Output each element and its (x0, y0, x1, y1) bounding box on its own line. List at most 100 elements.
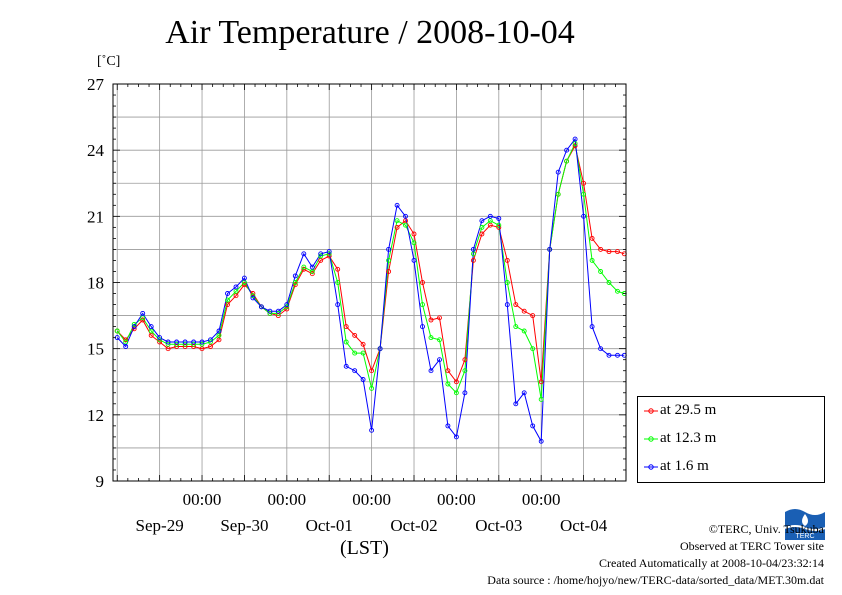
data-point-0 (182, 344, 188, 349)
data-point-0 (191, 344, 197, 349)
y-tick-label: 9 (96, 472, 105, 491)
x-tick-date-label: Sep-29 (136, 516, 184, 535)
data-point-0 (394, 224, 400, 230)
data-point-2 (479, 218, 485, 224)
x-axis-unit: (LST) (340, 537, 389, 559)
data-point-0 (208, 344, 213, 349)
data-point-2 (513, 401, 519, 407)
data-point-1 (589, 257, 595, 263)
data-point-2 (572, 136, 578, 142)
data-point-2 (157, 335, 163, 341)
data-point-1 (174, 341, 180, 347)
credit-created: Created Automatically at 2008-10-04/23:3… (599, 556, 824, 570)
data-point-2 (403, 213, 408, 219)
legend-label: at 1.6 m (660, 458, 709, 474)
tick-labels: 9 12 15 18 21 24 27 00:00 00:00 00:00 00:00 00:00 Se… (87, 75, 608, 535)
x-tick-time-label: 00:00 (522, 490, 561, 509)
y-tick-label: 18 (87, 274, 104, 293)
data-point-1 (131, 321, 137, 327)
data-point-1 (301, 264, 307, 270)
data-point-2 (199, 339, 205, 345)
data-point-0 (615, 249, 620, 255)
y-tick-label: 12 (87, 406, 104, 425)
data-point-0 (445, 368, 451, 374)
data-point-1 (199, 341, 205, 347)
data-point-0 (572, 143, 578, 149)
series-line-2 (116, 137, 625, 444)
data-point-0 (411, 231, 417, 237)
data-point-2 (386, 246, 392, 252)
data-point-0 (487, 222, 493, 228)
terc-logo: TERC (784, 504, 826, 540)
data-point-2 (258, 304, 264, 310)
data-point-0 (386, 269, 392, 274)
data-point-1 (513, 324, 519, 330)
credit-site: Observed at TERC Tower site (679, 539, 824, 553)
data-point-0 (241, 282, 247, 288)
data-point-2 (521, 390, 527, 396)
legend-label: at 12.3 m (660, 430, 717, 446)
data-point-1 (284, 304, 290, 310)
data-point-0 (140, 317, 146, 323)
data-point-1 (504, 280, 510, 285)
data-point-1 (437, 337, 442, 343)
data-point-1 (182, 341, 188, 347)
data-point-0 (420, 280, 425, 285)
credit-copyright: ©TERC, Univ. Tsukuba (708, 522, 824, 536)
data-point-0 (462, 357, 468, 363)
data-point-1 (420, 302, 425, 308)
series-lines (116, 137, 625, 444)
data-point-1 (352, 350, 358, 356)
data-point-2 (216, 328, 222, 334)
data-point-2 (589, 324, 595, 330)
data-point-0 (437, 315, 442, 321)
data-point-1 (369, 385, 375, 391)
data-point-0 (352, 332, 358, 338)
y-tick-label: 15 (87, 340, 104, 359)
data-point-0 (530, 313, 536, 319)
data-point-1 (292, 280, 298, 285)
data-point-1 (394, 218, 400, 224)
data-point-1 (538, 396, 544, 402)
x-tick-date-label: Oct-03 (475, 516, 522, 535)
data-point-1 (615, 288, 620, 294)
y-axis-unit: [˚C] (97, 54, 121, 69)
data-point-1 (267, 310, 273, 316)
legend-item-29-5m: at 29.5 m (638, 397, 824, 425)
series-points (114, 136, 627, 444)
data-point-2 (538, 438, 544, 444)
data-point-0 (581, 180, 587, 186)
data-point-2 (437, 357, 442, 363)
data-point-1 (318, 253, 324, 259)
x-tick-time-label: 00:00 (352, 490, 391, 509)
data-point-2 (394, 202, 400, 208)
data-point-1 (530, 346, 536, 352)
data-point-1 (445, 381, 451, 387)
data-point-2 (301, 251, 307, 257)
data-point-0 (470, 257, 476, 263)
data-point-2 (275, 308, 281, 314)
chart-title: Air Temperature / 2008-10-04 (165, 14, 575, 51)
data-point-0 (606, 249, 612, 255)
data-point-0 (174, 344, 180, 349)
data-point-0 (513, 302, 519, 308)
data-point-2 (453, 434, 459, 440)
data-point-2 (318, 251, 324, 257)
y-tick-label: 24 (87, 141, 105, 160)
data-point-1 (191, 341, 197, 347)
data-point-2 (182, 339, 188, 345)
data-point-0 (598, 246, 604, 252)
y-tick-label: 27 (87, 75, 105, 94)
data-point-2 (140, 310, 146, 316)
data-point-1 (250, 293, 256, 299)
data-point-0 (309, 271, 315, 277)
x-tick-time-label: 00:00 (183, 490, 222, 509)
data-point-1 (343, 339, 349, 345)
data-point-2 (233, 284, 239, 290)
data-point-0 (496, 224, 502, 230)
data-point-2 (470, 246, 476, 252)
data-point-1 (275, 310, 281, 316)
data-point-2 (148, 324, 154, 330)
data-point-2 (123, 344, 129, 349)
axis-ticks (113, 83, 627, 482)
